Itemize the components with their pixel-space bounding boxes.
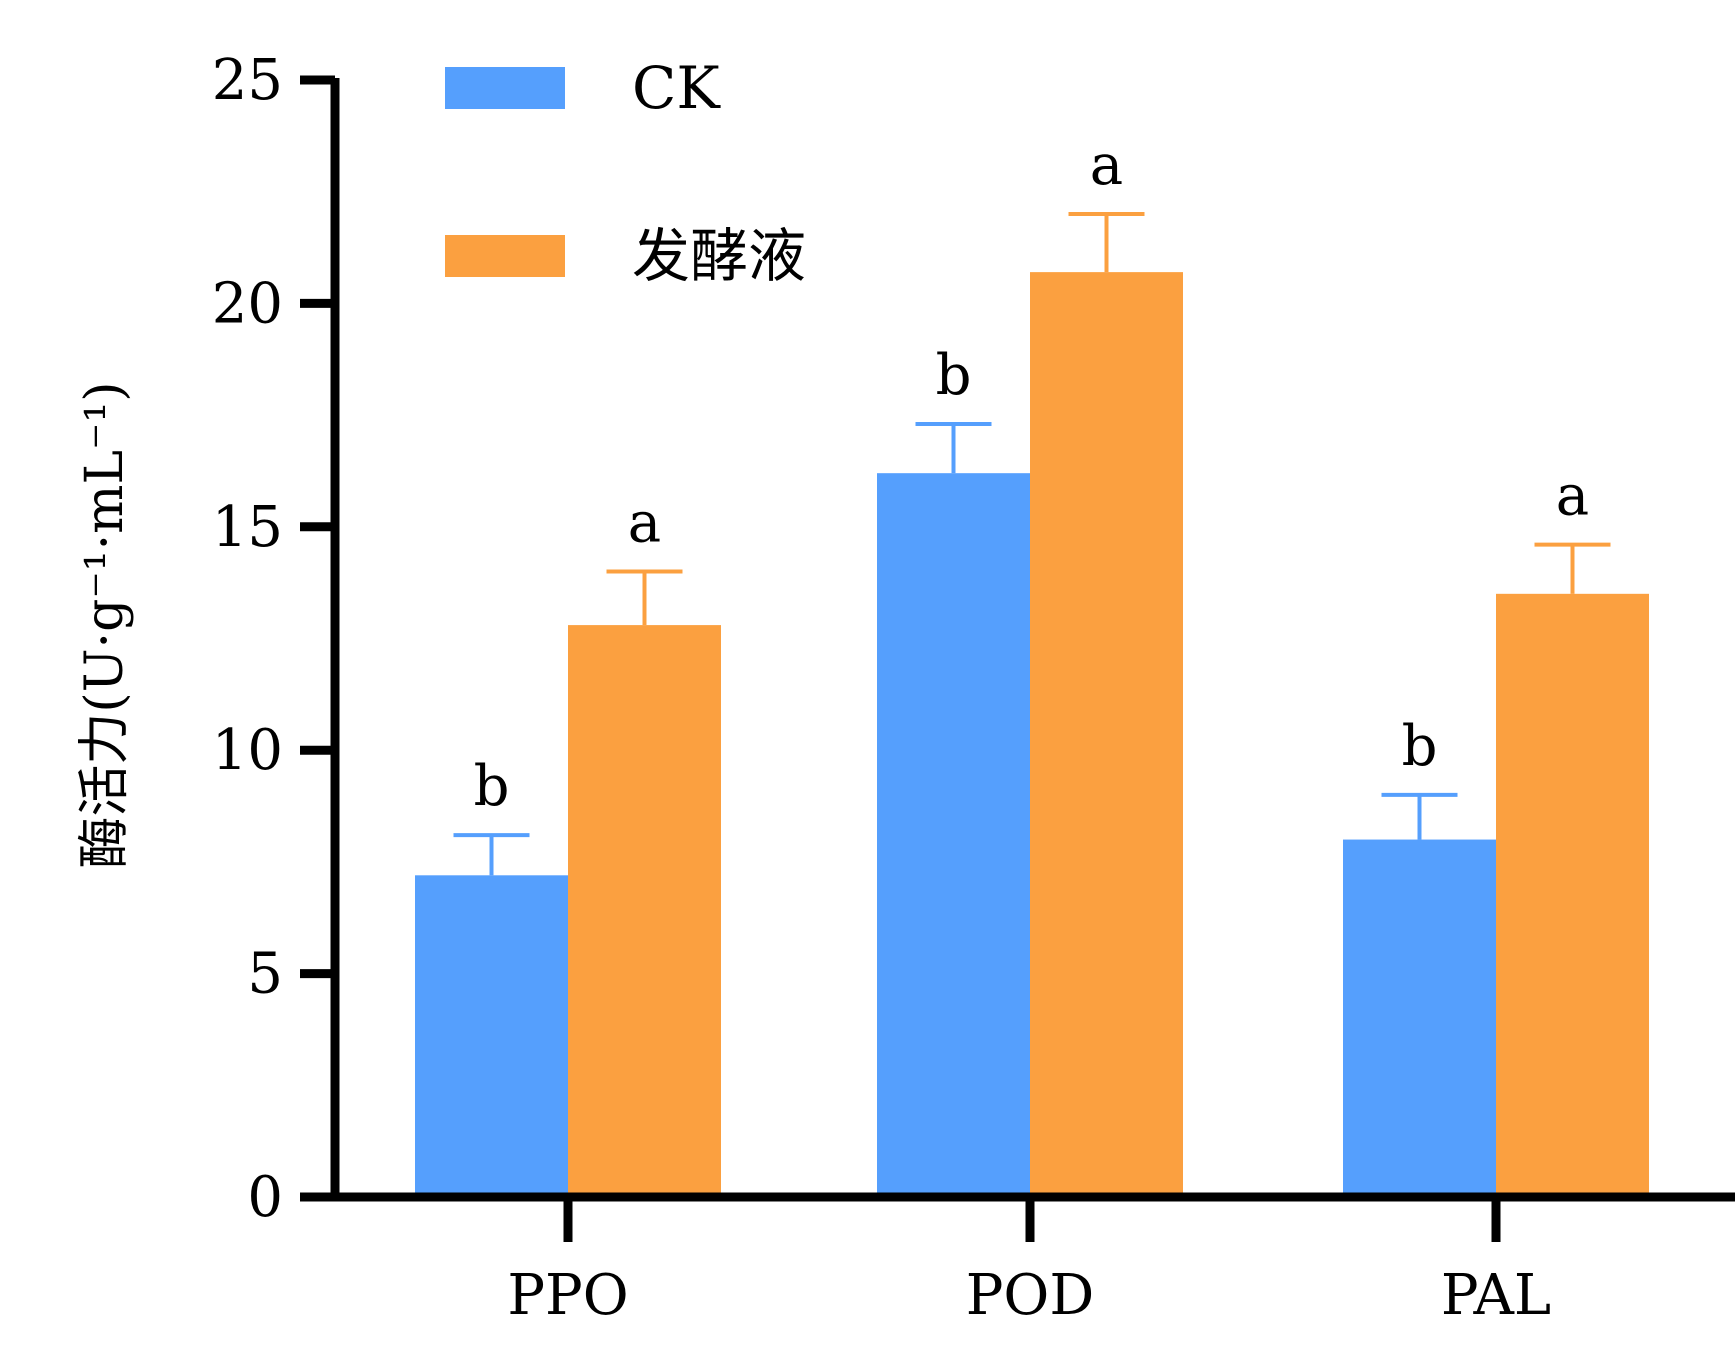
significance-label: a — [1556, 464, 1589, 529]
legend-swatch-发酵液 — [445, 235, 565, 277]
legend-label: 发酵液 — [632, 222, 806, 290]
significance-label: b — [936, 343, 972, 408]
significance-label: a — [628, 490, 661, 555]
y-tick-label: 15 — [212, 495, 283, 560]
y-tick-label: 25 — [212, 48, 283, 113]
bar-CK-POD — [877, 473, 1030, 1198]
legend-swatch-CK — [445, 67, 565, 109]
y-tick-label: 20 — [212, 271, 283, 336]
bar-CK-PAL — [1343, 839, 1496, 1197]
x-tick-label-ppo: PPO — [507, 1263, 628, 1328]
significance-label: b — [1402, 714, 1438, 779]
bar-发酵液-POD — [1030, 272, 1183, 1197]
x-tick-label-pod: POD — [966, 1263, 1095, 1328]
bar-CK-PPO — [415, 875, 568, 1197]
y-tick-label: 5 — [247, 942, 283, 1007]
bar-发酵液-PAL — [1496, 593, 1649, 1197]
significance-label: b — [474, 754, 510, 819]
y-tick-label: 10 — [212, 718, 283, 783]
y-tick-label: 0 — [247, 1165, 283, 1230]
bar-发酵液-PPO — [568, 625, 721, 1197]
significance-label: a — [1090, 133, 1123, 198]
y-axis-title: 酶活力(U·g⁻¹·mL⁻¹) — [75, 381, 135, 868]
legend-label: CK — [632, 54, 721, 122]
x-tick-label-pal: PAL — [1441, 1263, 1551, 1328]
